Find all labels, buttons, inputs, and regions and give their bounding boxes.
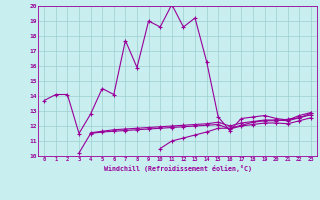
- X-axis label: Windchill (Refroidissement éolien,°C): Windchill (Refroidissement éolien,°C): [104, 165, 252, 172]
